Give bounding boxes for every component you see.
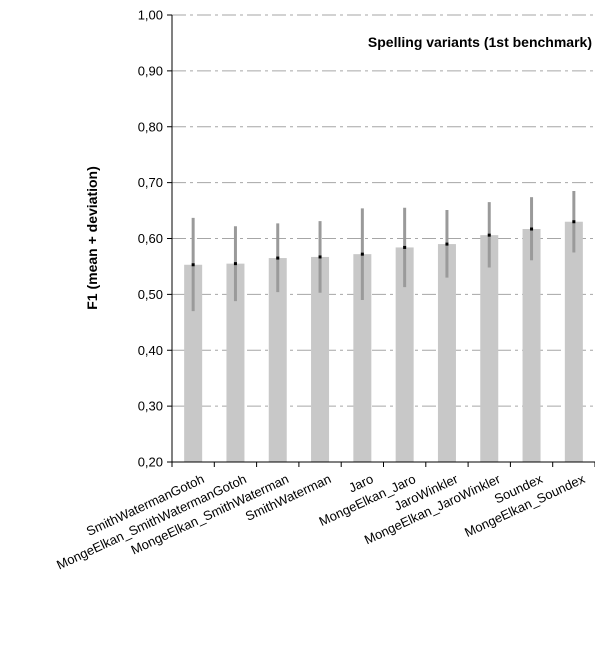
mean-marker (233, 262, 237, 266)
mean-marker (572, 220, 576, 224)
y-tick-label: 0,90 (138, 63, 163, 78)
bar (480, 235, 499, 462)
mean-marker (318, 255, 322, 259)
y-tick-label: 0,20 (138, 455, 163, 470)
mean-marker (276, 256, 280, 260)
mean-marker (445, 242, 449, 246)
bar (522, 229, 541, 462)
bar (395, 247, 414, 462)
bar (268, 258, 287, 462)
y-tick-label: 0,50 (138, 287, 163, 302)
y-tick-label: 0,40 (138, 343, 163, 358)
bars (184, 191, 583, 462)
x-ticks: SmithWatermanGotohMongeElkan_SmithWaterm… (54, 462, 595, 572)
y-axis-label: F1 (mean + deviation) (84, 166, 100, 310)
bar (437, 244, 456, 462)
y-tick-label: 0,70 (138, 175, 163, 190)
y-ticks: 0,20 0,30 0,40 0,50 0,60 0,70 0,80 0,90 1,00 (138, 8, 172, 470)
y-tick-label: 1,00 (138, 8, 163, 23)
mean-marker (487, 233, 491, 237)
y-tick-label: 0,30 (138, 399, 163, 414)
mean-marker (191, 263, 195, 267)
mean-marker (403, 245, 407, 249)
mean-marker (360, 252, 364, 256)
bar (184, 264, 203, 462)
category-label: MongeElkan_SmithWatermanGotoh (54, 471, 249, 572)
y-tick-label: 0,60 (138, 231, 163, 246)
bar (564, 221, 583, 462)
bar (353, 254, 372, 462)
y-tick-label: 0,80 (138, 119, 163, 134)
bar (226, 263, 245, 462)
chart-title: Spelling variants (1st benchmark) (368, 34, 592, 50)
bar (311, 256, 330, 462)
mean-marker (530, 227, 534, 231)
